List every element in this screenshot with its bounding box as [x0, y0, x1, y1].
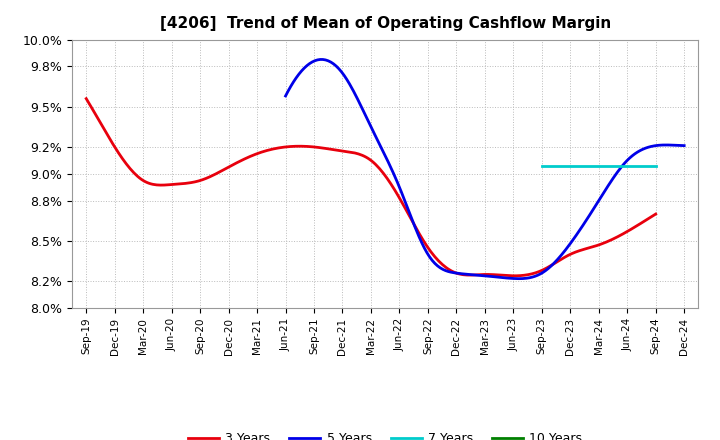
3 Years [600, 240, 608, 246]
5 Years [515, 276, 523, 281]
7 Years [566, 163, 575, 169]
3 Years [421, 241, 430, 246]
Legend: 3 Years, 5 Years, 7 Years, 10 Years: 3 Years, 5 Years, 7 Years, 10 Years [183, 427, 588, 440]
3 Years [652, 211, 660, 216]
5 Years [620, 161, 629, 166]
3 Years [82, 96, 91, 101]
7 Years [652, 163, 660, 169]
5 Years [645, 144, 654, 150]
5 Years [521, 276, 530, 281]
3 Years [419, 238, 428, 243]
3 Years [431, 254, 439, 259]
3 Years [84, 99, 92, 104]
5 Years [528, 275, 536, 280]
3 Years [510, 273, 519, 279]
7 Years [595, 163, 603, 169]
7 Years [623, 163, 631, 169]
Line: 3 Years: 3 Years [86, 99, 656, 276]
5 Years [282, 91, 291, 96]
3 Years [564, 253, 572, 258]
Line: 5 Years: 5 Years [286, 59, 684, 279]
5 Years [520, 276, 528, 281]
7 Years [537, 163, 546, 169]
5 Years [680, 143, 688, 148]
5 Years [318, 57, 326, 62]
Title: [4206]  Trend of Mean of Operating Cashflow Margin: [4206] Trend of Mean of Operating Cashfl… [160, 16, 611, 32]
5 Years [282, 93, 290, 99]
